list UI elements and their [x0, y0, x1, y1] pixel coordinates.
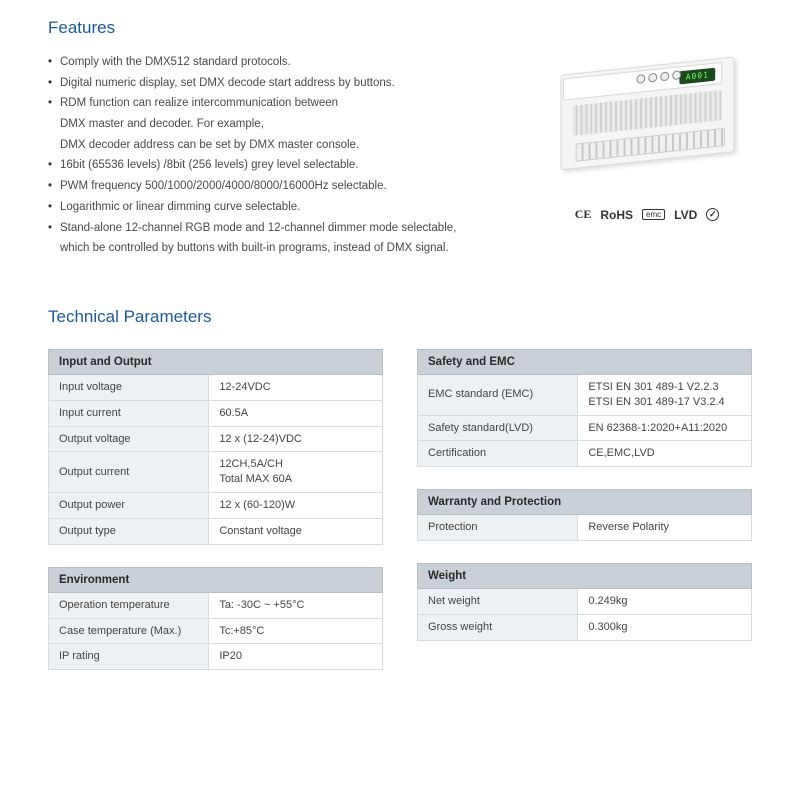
- weight-table: WeightNet weight0.249kgGross weight0.300…: [417, 563, 752, 641]
- feature-item: which be controlled by buttons with buil…: [48, 238, 524, 259]
- table-header: Weight: [418, 564, 752, 589]
- right-column: Safety and EMCEMC standard (EMC)ETSI EN …: [417, 349, 752, 670]
- device-button-icon: [648, 73, 657, 83]
- spec-value: ETSI EN 301 489-1 V2.2.3ETSI EN 301 489-…: [578, 374, 752, 415]
- table-row: Output typeConstant voltage: [49, 518, 383, 544]
- spec-label: Protection: [418, 515, 578, 541]
- spec-label: Output current: [49, 452, 209, 493]
- table-row: ProtectionReverse Polarity: [418, 515, 752, 541]
- spec-label: Case temperature (Max.): [49, 618, 209, 644]
- table-header: Environment: [49, 567, 383, 592]
- product-column: A001 CE RoHS emc LVD ✓: [542, 52, 752, 259]
- cert-check-icon: ✓: [706, 208, 719, 221]
- spec-value: 60.5A: [209, 400, 383, 426]
- environment-table: EnvironmentOperation temperatureTa: -30C…: [48, 567, 383, 671]
- spec-value: Tc:+85°C: [209, 618, 383, 644]
- table-header: Safety and EMC: [418, 349, 752, 374]
- spec-value: CE,EMC,LVD: [578, 441, 752, 467]
- certification-row: CE RoHS emc LVD ✓: [575, 207, 720, 222]
- warranty-table: Warranty and ProtectionProtectionReverse…: [417, 489, 752, 541]
- left-column: Input and OutputInput voltage12-24VDCInp…: [48, 349, 383, 670]
- spec-label: Safety standard(LVD): [418, 415, 578, 441]
- device-button-icon: [636, 74, 645, 84]
- features-list: Comply with the DMX512 standard protocol…: [48, 52, 524, 259]
- spec-label: IP rating: [49, 644, 209, 670]
- feature-item: RDM function can realize intercommunicat…: [48, 93, 524, 114]
- device-button-icon: [672, 70, 681, 80]
- table-row: Input current60.5A: [49, 400, 383, 426]
- spec-value: 12CH,5A/CHTotal MAX 60A: [209, 452, 383, 493]
- cert-lvd-label: LVD: [674, 208, 697, 222]
- spec-label: Input voltage: [49, 374, 209, 400]
- feature-item: Digital numeric display, set DMX decode …: [48, 73, 524, 94]
- table-row: Operation temperatureTa: -30C ~ +55°C: [49, 592, 383, 618]
- feature-item: 16bit (65536 levels) /8bit (256 levels) …: [48, 155, 524, 176]
- spec-label: Output type: [49, 518, 209, 544]
- device-button-icon: [660, 71, 669, 81]
- table-row: Input voltage12-24VDC: [49, 374, 383, 400]
- table-row: Net weight0.249kg: [418, 589, 752, 615]
- input-output-table: Input and OutputInput voltage12-24VDCInp…: [48, 349, 383, 545]
- spec-label: Gross weight: [418, 614, 578, 640]
- table-header: Input and Output: [49, 349, 383, 374]
- tables-section: Input and OutputInput voltage12-24VDCInp…: [48, 349, 752, 670]
- feature-item: DMX decoder address can be set by DMX ma…: [48, 135, 524, 156]
- table-row: CertificationCE,EMC,LVD: [418, 441, 752, 467]
- table-row: Output voltage12 x (12-24)VDC: [49, 426, 383, 452]
- table-row: Gross weight0.300kg: [418, 614, 752, 640]
- spec-label: Certification: [418, 441, 578, 467]
- spec-value: 12 x (60-120)W: [209, 493, 383, 519]
- table-header: Warranty and Protection: [418, 490, 752, 515]
- spec-label: Output voltage: [49, 426, 209, 452]
- spec-label: EMC standard (EMC): [418, 374, 578, 415]
- spec-label: Operation temperature: [49, 592, 209, 618]
- features-section: Comply with the DMX512 standard protocol…: [48, 52, 752, 259]
- spec-value: 12-24VDC: [209, 374, 383, 400]
- spec-label: Input current: [49, 400, 209, 426]
- table-row: EMC standard (EMC)ETSI EN 301 489-1 V2.2…: [418, 374, 752, 415]
- cert-ce-icon: CE: [575, 207, 592, 222]
- cert-rohs-label: RoHS: [600, 208, 633, 222]
- spec-value: 0.300kg: [578, 614, 752, 640]
- spec-label: Output power: [49, 493, 209, 519]
- table-row: Safety standard(LVD)EN 62368-1:2020+A11:…: [418, 415, 752, 441]
- spec-value: Reverse Polarity: [578, 515, 752, 541]
- table-row: Case temperature (Max.)Tc:+85°C: [49, 618, 383, 644]
- spec-label: Net weight: [418, 589, 578, 615]
- feature-item: Comply with the DMX512 standard protocol…: [48, 52, 524, 73]
- table-row: IP ratingIP20: [49, 644, 383, 670]
- feature-item: Logarithmic or linear dimming curve sele…: [48, 197, 524, 218]
- spec-value: Ta: -30C ~ +55°C: [209, 592, 383, 618]
- safety-emc-table: Safety and EMCEMC standard (EMC)ETSI EN …: [417, 349, 752, 467]
- feature-item: PWM frequency 500/1000/2000/4000/8000/16…: [48, 176, 524, 197]
- features-heading: Features: [48, 18, 752, 38]
- product-image: A001: [536, 35, 759, 191]
- spec-value: 0.249kg: [578, 589, 752, 615]
- table-row: Output power12 x (60-120)W: [49, 493, 383, 519]
- spec-value: Constant voltage: [209, 518, 383, 544]
- cert-emc-icon: emc: [642, 209, 665, 220]
- table-row: Output current12CH,5A/CHTotal MAX 60A: [49, 452, 383, 493]
- feature-item: Stand-alone 12-channel RGB mode and 12-c…: [48, 218, 524, 239]
- spec-value: 12 x (12-24)VDC: [209, 426, 383, 452]
- tech-parameters-heading: Technical Parameters: [48, 307, 752, 327]
- feature-item: DMX master and decoder. For example,: [48, 114, 524, 135]
- spec-value: EN 62368-1:2020+A11:2020: [578, 415, 752, 441]
- lcd-display: A001: [679, 67, 715, 84]
- spec-value: IP20: [209, 644, 383, 670]
